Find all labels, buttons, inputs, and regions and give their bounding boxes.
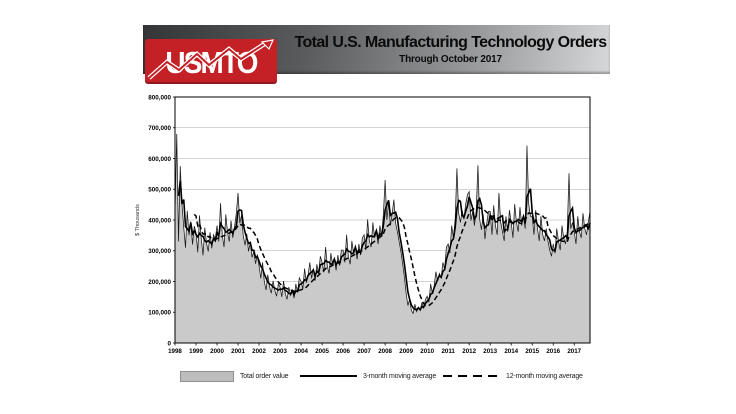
dashed-line-swatch-icon — [443, 375, 500, 377]
y-tick-label: 400,000 — [148, 217, 171, 224]
x-tick-label: 2014 — [504, 348, 518, 355]
x-tick-label: 2009 — [399, 348, 413, 355]
logo-arrowhead-icon — [260, 39, 275, 51]
orders-chart-container: $ Thousands 0 100,000 200,000 300,000 400,00… — [130, 92, 602, 364]
x-tick-label: 2011 — [441, 348, 455, 355]
page-title: Total U.S. Manufacturing Technology Orde… — [294, 34, 607, 51]
legend-label: 3-month moving average — [363, 372, 437, 380]
x-tick-label: 2004 — [294, 348, 308, 355]
page-subtitle: Through October 2017 — [399, 54, 502, 65]
area-swatch-icon — [180, 370, 234, 382]
line-3-month-moving-average — [177, 180, 591, 312]
y-tick-label: 200,000 — [148, 279, 171, 286]
x-tick-label: 2007 — [357, 348, 371, 355]
legend-item-total-order-value: Total order value — [180, 370, 289, 382]
x-tick-label: 2001 — [231, 348, 245, 355]
x-tick-label: 2005 — [315, 348, 329, 355]
orders-chart: $ Thousands 0 100,000 200,000 300,000 400,00… — [135, 94, 591, 355]
y-tick-label: 800,000 — [148, 94, 171, 101]
x-tick-label: 2006 — [336, 348, 350, 355]
x-tick-label: 2010 — [420, 348, 434, 355]
header-text-block: Total U.S. Manufacturing Technology Orde… — [291, 25, 610, 74]
x-tick-label: 2000 — [210, 348, 224, 355]
line-total-order-value — [174, 133, 591, 315]
solid-line-swatch-icon — [300, 375, 357, 377]
x-tick-label: 2003 — [273, 348, 287, 355]
y-tick-label: 600,000 — [148, 156, 171, 163]
line-12-month-moving-average — [193, 206, 591, 307]
x-tick-label: 2013 — [483, 348, 497, 355]
legend-item-3-month-ma: 3-month moving average — [300, 370, 436, 382]
x-tick-label: 2017 — [567, 348, 581, 355]
y-tick-label: 100,000 — [148, 310, 171, 317]
x-tick-label: 2002 — [252, 348, 266, 355]
y-tick-label: 500,000 — [148, 187, 171, 194]
logo-trendline-icon — [148, 42, 267, 79]
usmto-logo: USMTO — [145, 39, 277, 84]
x-tick-label: 1998 — [168, 348, 182, 355]
legend-label: 12-month moving average — [506, 372, 583, 380]
x-tick-label: 2015 — [525, 348, 539, 355]
y-tick-label: 0 — [167, 340, 171, 347]
x-tick-label: 1999 — [189, 348, 203, 355]
y-tick-label: 700,000 — [148, 125, 171, 132]
x-tick-label: 2016 — [546, 348, 560, 355]
x-tick-label: 2012 — [462, 348, 476, 355]
y-axis-title: $ Thousands — [135, 204, 141, 236]
y-tick-label: 300,000 — [148, 248, 171, 255]
x-tick-label: 2008 — [378, 348, 392, 355]
legend-label: Total order value — [240, 372, 289, 380]
legend-item-12-month-ma: 12-month moving average — [443, 370, 583, 382]
